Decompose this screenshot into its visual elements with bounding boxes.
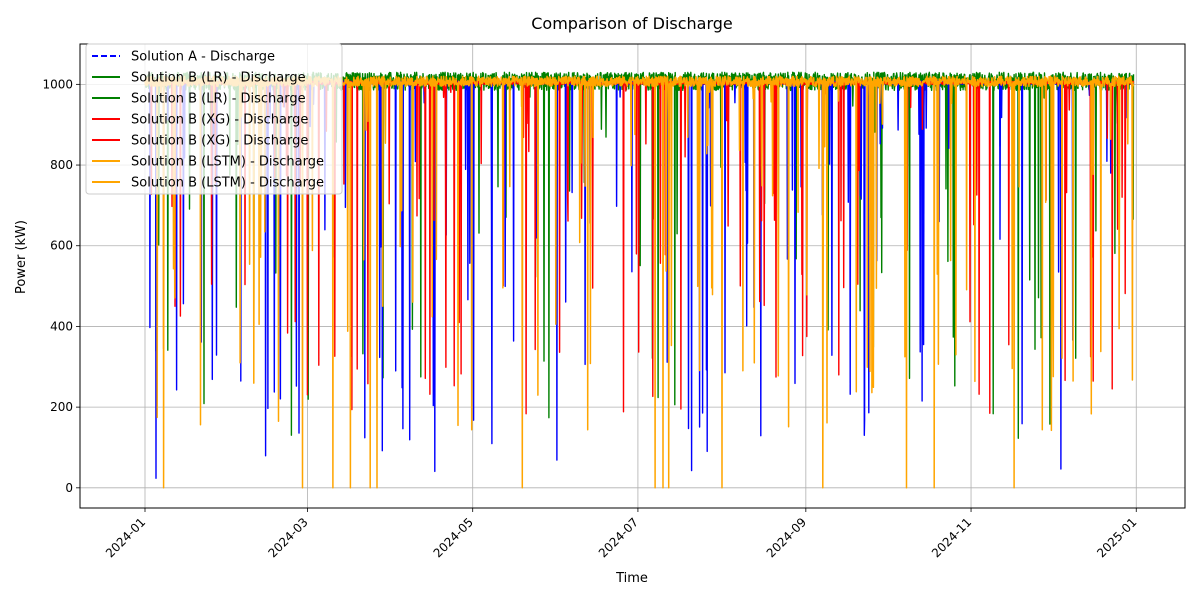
axes-frame	[79, 43, 1186, 509]
legend-label: Solution B (XG) - Discharge	[131, 134, 308, 149]
legend-label: Solution B (XG) - Discharge	[131, 113, 308, 128]
y-axis-label: Power (kW)	[14, 220, 29, 294]
chart-title: Comparison of Discharge	[531, 14, 733, 33]
legend-label: Solution B (LR) - Discharge	[131, 71, 306, 86]
y-tick-label: 1000	[42, 77, 73, 91]
y-tick-label: 200	[50, 400, 73, 414]
legend-box	[85, 43, 343, 195]
y-tick-label: 600	[50, 239, 73, 253]
y-tick-label: 0	[65, 481, 73, 495]
y-tick-label: 400	[50, 319, 73, 333]
legend-label: Solution A - Discharge	[131, 50, 275, 65]
y-tick-label: 800	[50, 158, 73, 172]
legend-label: Solution B (LSTM) - Discharge	[131, 155, 324, 170]
legend: Solution A - Discharge Solution B (LR) - …	[85, 43, 343, 195]
x-axis-label: Time	[615, 571, 648, 586]
legend-label: Solution B (LR) - Discharge	[131, 92, 306, 107]
legend-label: Solution B (LSTM) - Discharge	[131, 176, 324, 191]
